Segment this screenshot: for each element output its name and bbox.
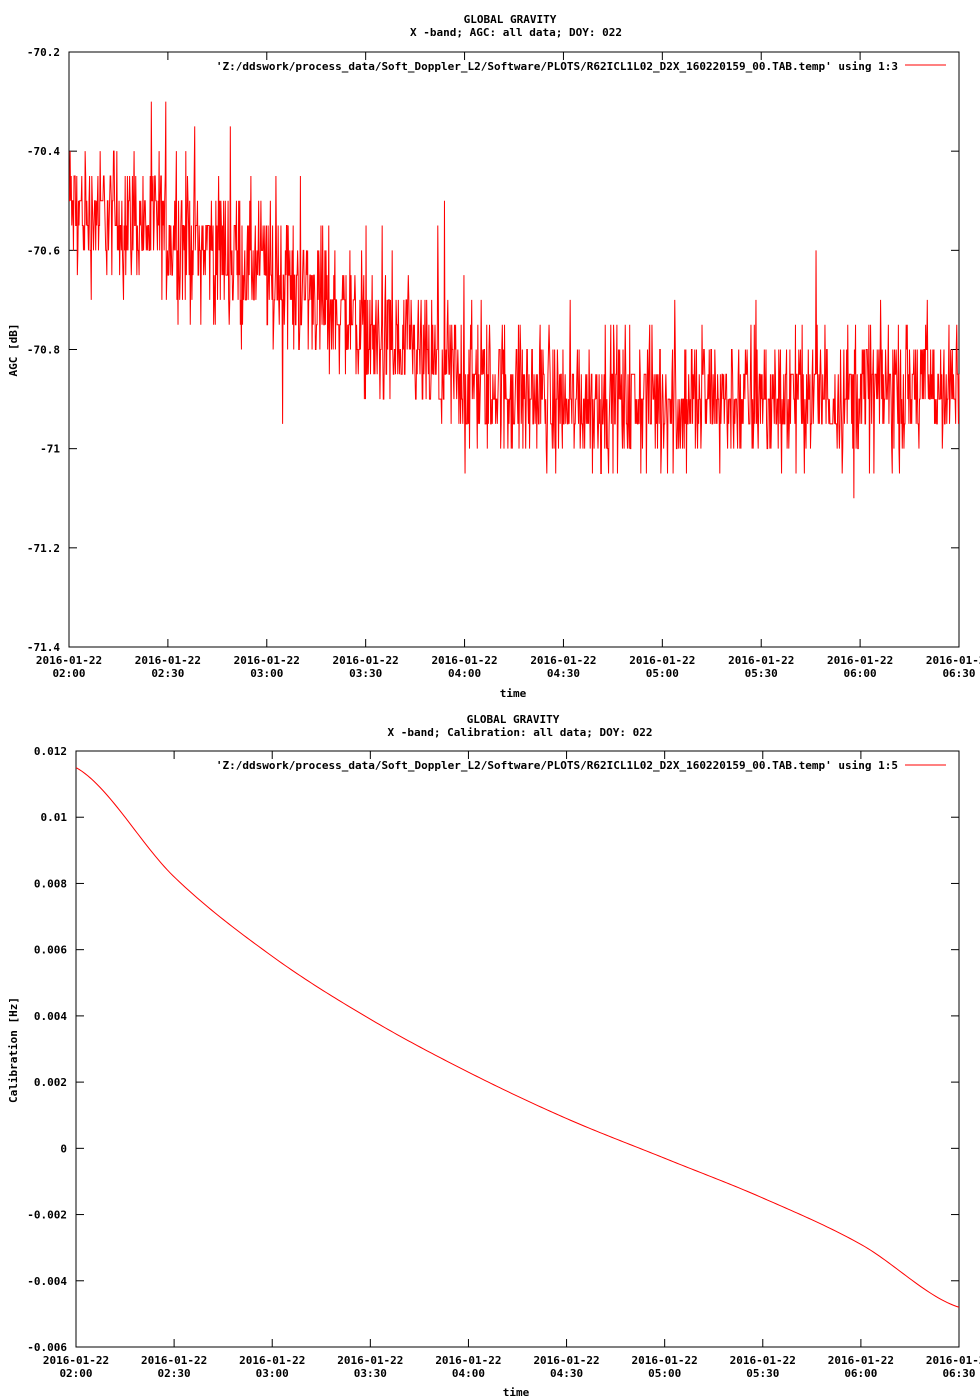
agc-x-tick-time: 03:00 — [250, 667, 283, 680]
calibration-y-tick-label: 0.004 — [34, 1010, 67, 1023]
calibration-x-tick-time: 05:30 — [746, 1367, 779, 1380]
calibration-y-tick-label: -0.006 — [27, 1341, 67, 1354]
agc-x-tick-time: 05:30 — [745, 667, 778, 680]
agc-x-tick-time: 04:00 — [448, 667, 481, 680]
calibration-y-tick-label: 0.002 — [34, 1076, 67, 1089]
calibration-y-axis-label: Calibration [Hz] — [7, 997, 20, 1103]
agc-x-tick-date: 2016-01-22 — [135, 654, 201, 667]
calibration-x-tick-date: 2016-01-22 — [141, 1354, 207, 1367]
calibration-x-tick-time: 05:00 — [648, 1367, 681, 1380]
calibration-chart: GLOBAL GRAVITY X -band; Calibration: all… — [7, 713, 980, 1399]
calibration-x-tick-date: 2016-01-22 — [337, 1354, 403, 1367]
agc-x-tick-date: 2016-01-22 — [431, 654, 497, 667]
calibration-y-tick-label: -0.004 — [27, 1275, 67, 1288]
calibration-x-tick-time: 02:00 — [59, 1367, 92, 1380]
agc-y-tick-label: -70.6 — [27, 244, 60, 257]
agc-y-tick-label: -71.4 — [27, 641, 60, 654]
agc-y-tick-label: -70.2 — [27, 46, 60, 59]
agc-chart: GLOBAL GRAVITY X -band; AGC: all data; D… — [7, 13, 980, 700]
agc-y-tick-label: -70.8 — [27, 344, 60, 357]
agc-chart-subtitle: X -band; AGC: all data; DOY: 022 — [410, 26, 622, 39]
agc-x-tick-time: 03:30 — [349, 667, 382, 680]
agc-x-tick-time: 06:00 — [844, 667, 877, 680]
calibration-y-tick-label: -0.002 — [27, 1209, 67, 1222]
agc-x-tick-date: 2016-01-22 — [333, 654, 399, 667]
calibration-x-tick-date: 2016-01-22 — [533, 1354, 599, 1367]
agc-x-ticks: 2016-01-2202:002016-01-2202:302016-01-22… — [36, 52, 980, 680]
agc-y-ticks: -70.2 -70.4 -70.6 -70.8 -71 -71.2 -71.4 — [27, 46, 959, 654]
agc-x-axis-label: time — [500, 687, 527, 700]
calibration-x-tick-date: 2016-01-22 — [435, 1354, 501, 1367]
agc-y-tick-label: -71.2 — [27, 542, 60, 555]
calibration-x-tick-date: 2016-01-22 — [828, 1354, 894, 1367]
calibration-chart-subtitle: X -band; Calibration: all data; DOY: 022 — [388, 726, 653, 739]
calibration-x-tick-time: 06:00 — [844, 1367, 877, 1380]
calibration-x-tick-time: 02:30 — [158, 1367, 191, 1380]
calibration-y-tick-label: 0.012 — [34, 745, 67, 758]
agc-x-tick-date: 2016-01-22 — [36, 654, 102, 667]
calibration-series-line — [75, 767, 960, 1308]
calibration-x-ticks: 2016-01-2202:002016-01-2202:302016-01-22… — [43, 751, 980, 1380]
agc-y-tick-label: -71 — [40, 443, 60, 456]
agc-x-tick-time: 02:00 — [52, 667, 85, 680]
agc-x-tick-date: 2016-01-22 — [728, 654, 794, 667]
calibration-y-tick-label: 0.008 — [34, 877, 67, 890]
agc-x-tick-date: 2016-01-22 — [629, 654, 695, 667]
agc-x-tick-date: 2016-01-22 — [234, 654, 300, 667]
calibration-chart-title: GLOBAL GRAVITY — [467, 713, 560, 726]
agc-x-tick-time: 05:00 — [646, 667, 679, 680]
agc-series-line — [69, 101, 960, 499]
agc-x-tick-date: 2016-01-22 — [530, 654, 596, 667]
calibration-x-tick-date: 2016-01-22 — [239, 1354, 305, 1367]
calibration-y-tick-label: 0.01 — [41, 811, 68, 824]
agc-x-tick-time: 02:30 — [151, 667, 184, 680]
calibration-x-tick-date: 2016-01-22 — [730, 1354, 796, 1367]
agc-x-tick-date: 2016-01-22 — [926, 654, 980, 667]
agc-chart-title: GLOBAL GRAVITY — [464, 13, 557, 26]
agc-x-tick-date: 2016-01-22 — [827, 654, 893, 667]
calibration-x-tick-time: 04:30 — [550, 1367, 583, 1380]
agc-y-tick-label: -70.4 — [27, 145, 60, 158]
calibration-plot-frame — [75, 750, 960, 1348]
calibration-x-tick-time: 03:00 — [256, 1367, 289, 1380]
agc-legend-label: 'Z:/ddswork/process_data/Soft_Doppler_L2… — [216, 60, 898, 73]
calibration-y-tick-label: 0 — [60, 1142, 67, 1155]
agc-x-tick-time: 06:30 — [942, 667, 975, 680]
agc-x-tick-time: 04:30 — [547, 667, 580, 680]
calibration-x-tick-date: 2016-01-22 — [632, 1354, 698, 1367]
calibration-x-tick-date: 2016-01-22 — [43, 1354, 109, 1367]
calibration-x-axis-label: time — [503, 1386, 530, 1399]
calibration-y-ticks: 0.012 0.01 0.008 0.006 0.004 0.002 0 -0.002 -0.0… — [27, 745, 959, 1354]
calibration-x-tick-date: 2016-01-22 — [926, 1354, 980, 1367]
agc-y-axis-label: AGC [dB] — [7, 324, 20, 377]
calibration-legend-label: 'Z:/ddswork/process_data/Soft_Doppler_L2… — [216, 759, 898, 772]
calibration-x-tick-time: 03:30 — [354, 1367, 387, 1380]
calibration-x-tick-time: 04:00 — [452, 1367, 485, 1380]
calibration-y-tick-label: 0.006 — [34, 944, 67, 957]
calibration-x-tick-time: 06:30 — [942, 1367, 975, 1380]
